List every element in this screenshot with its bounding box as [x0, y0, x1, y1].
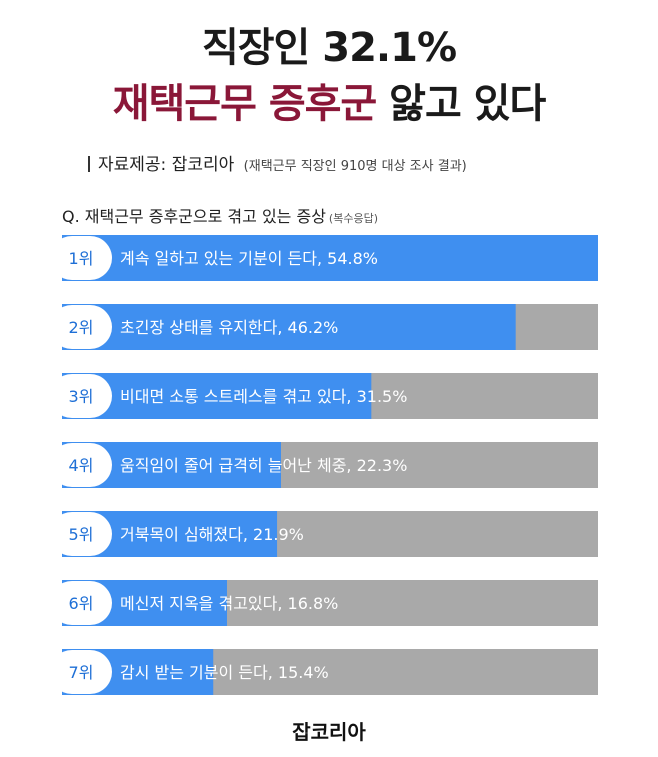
source-line: 자료제공: 잡코리아 (재택근무 직장인 910명 대상 조사 결과): [88, 150, 467, 175]
rank-badge: [50, 374, 112, 418]
source-label: 자료제공: 잡코리아: [98, 155, 235, 175]
headline-line2: 재택근무 증후군 앓고 있다: [0, 76, 658, 132]
bar-label: 메신저 지옥을 겪고있다, 16.8%: [120, 594, 338, 613]
bar-label: 거북목이 심해졌다, 21.9%: [120, 525, 304, 544]
bar: [62, 373, 372, 419]
rank-badge: [50, 236, 112, 280]
rank-badge: [50, 581, 112, 625]
bar-label: 비대면 소통 스트레스를 겪고 있다, 31.5%: [120, 387, 407, 406]
question-text: Q. 재택근무 증후군으로 겪고 있는 증상: [62, 207, 326, 226]
headline-highlight: 재택근무 증후군: [112, 81, 378, 127]
question-note: (복수응답): [328, 212, 378, 225]
rank-label: 7위: [69, 663, 94, 682]
bar-label: 초긴장 상태를 유지한다, 46.2%: [120, 318, 338, 337]
rank-badge: [50, 650, 112, 694]
source-note: (재택근무 직장인 910명 대상 조사 결과): [243, 159, 467, 174]
question-line: Q. 재택근무 증후군으로 겪고 있는 증상 (복수응답): [62, 203, 378, 227]
rank-label: 4위: [69, 456, 94, 475]
headline-rest: 앓고 있다: [376, 81, 546, 127]
bar-label: 움직임이 줄어 급격히 늘어난 체중, 22.3%: [120, 456, 407, 475]
rank-label: 5위: [69, 525, 94, 544]
bar: [62, 235, 598, 281]
headline-line1: 직장인 32.1%: [201, 25, 457, 71]
rank-label: 1위: [69, 249, 94, 268]
bar-label: 계속 일하고 있는 기분이 든다, 54.8%: [120, 249, 378, 268]
rank-badge: [50, 512, 112, 556]
rank-badge: [50, 443, 112, 487]
title-block: 직장인 32.1% 재택근무 증후군 앓고 있다: [0, 22, 658, 132]
rank-label: 6위: [69, 594, 94, 613]
source-divider: [88, 156, 90, 172]
bar-label: 감시 받는 기분이 든다, 15.4%: [120, 663, 329, 682]
bar: [62, 304, 516, 350]
rank-label: 3위: [69, 387, 94, 406]
rank-badge: [50, 305, 112, 349]
footer-brand: 잡코리아: [292, 720, 366, 744]
rank-label: 2위: [69, 318, 94, 337]
